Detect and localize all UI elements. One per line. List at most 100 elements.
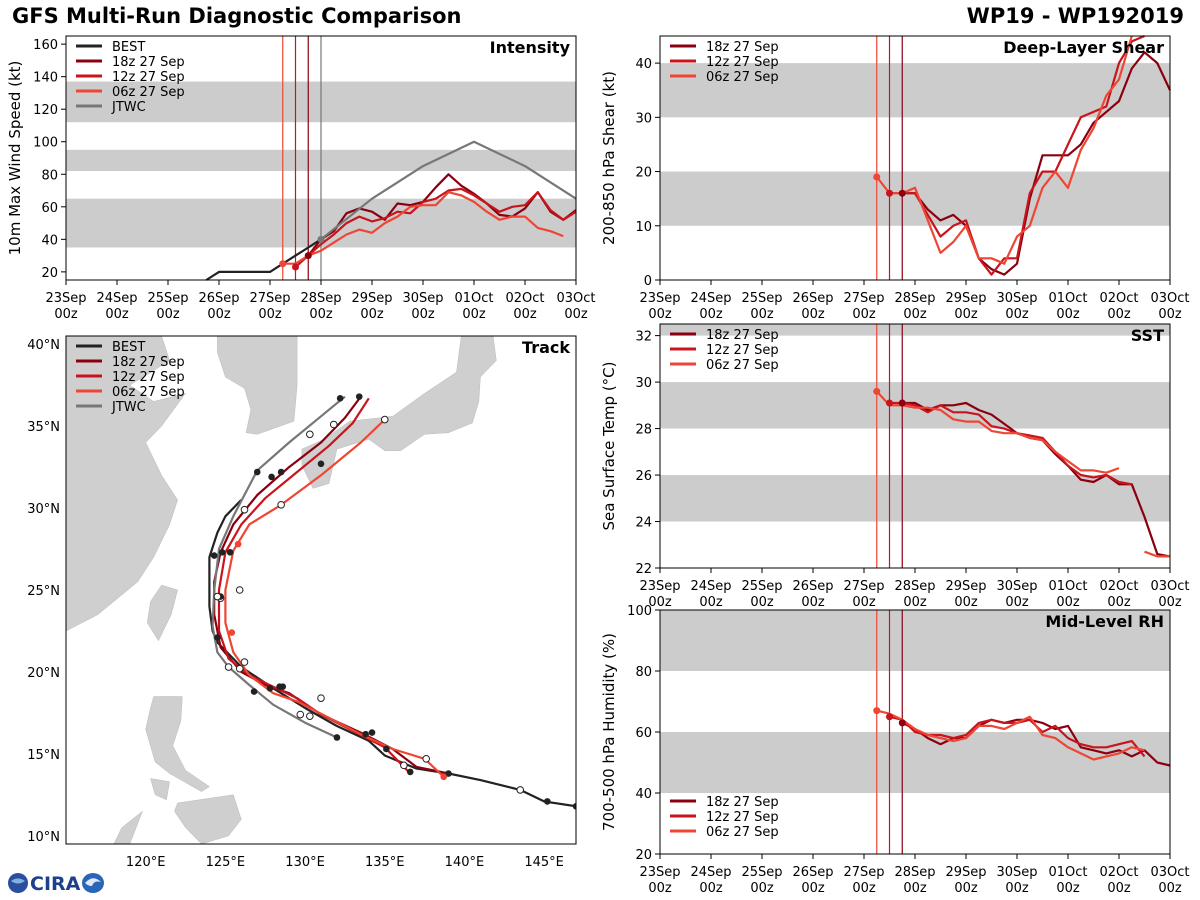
track-point-filled-best — [210, 552, 218, 559]
x-tick-label-hour: 00z — [699, 595, 723, 610]
lon-tick-label: 125°E — [206, 855, 246, 870]
legend-label-r12: 12z 27 Sep — [112, 370, 185, 385]
x-tick-label-date: 01Oct — [1048, 291, 1087, 306]
track-point-filled-r18 — [218, 549, 226, 556]
y-tick-label: 40 — [635, 57, 652, 72]
y-tick-label: 100 — [33, 136, 58, 151]
x-tick-label-hour: 00z — [360, 307, 384, 322]
y-tick-label: 120 — [33, 103, 58, 118]
y-tick-label: 26 — [635, 469, 652, 484]
legend-label-r12: 12z 27 Sep — [706, 55, 779, 70]
x-tick-label-hour: 00z — [1056, 595, 1080, 610]
track-line-r06 — [224, 418, 445, 778]
x-tick-label-date: 30Sep — [996, 579, 1037, 594]
x-tick-label-hour: 00z — [1056, 307, 1080, 322]
x-tick-label-date: 27Sep — [843, 291, 884, 306]
x-tick-label-hour: 00z — [1107, 881, 1131, 896]
track-point-filled-r18 — [268, 473, 275, 481]
x-tick-label-date: 28Sep — [300, 291, 341, 306]
x-tick-label-date: 24Sep — [690, 291, 731, 306]
x-tick-label-hour: 00z — [903, 595, 927, 610]
shade-band — [660, 475, 1170, 522]
track-point-open-r06 — [277, 500, 285, 509]
x-tick-label-hour: 00z — [105, 307, 129, 322]
track-point-filled-r06 — [234, 540, 242, 548]
x-tick-label-hour: 00z — [411, 307, 435, 322]
track-point-filled-r12 — [317, 460, 325, 468]
track-point-open-jtwc — [306, 430, 314, 439]
lat-tick-label: 20°N — [27, 666, 60, 681]
x-tick-label-hour: 00z — [1005, 881, 1029, 896]
series-line-r18 — [901, 718, 1171, 767]
x-tick-label-hour: 00z — [852, 881, 876, 896]
track-point-open-r06 — [240, 658, 249, 666]
taiwan-land — [147, 584, 178, 642]
x-tick-label-date: 02Oct — [505, 291, 544, 306]
series-line-r06 — [282, 191, 564, 265]
track-point-filled-best — [445, 770, 452, 777]
track-point-filled-jtwc — [253, 468, 261, 476]
x-tick-label-hour: 00z — [954, 881, 978, 896]
hokkaido-land — [463, 336, 497, 337]
y-tick-label: 20 — [635, 166, 652, 181]
logo-text: CIRA — [30, 873, 81, 895]
legend-label-r18: 18z 27 Sep — [706, 795, 779, 810]
x-tick-label-hour: 00z — [1158, 881, 1182, 896]
y-tick-label: 28 — [635, 423, 652, 438]
globe-swirl-icon — [11, 878, 25, 884]
lon-tick-label: 130°E — [285, 855, 325, 870]
x-tick-label-hour: 00z — [207, 307, 231, 322]
x-tick-label-hour: 00z — [1158, 307, 1182, 322]
x-tick-label-date: 27Sep — [249, 291, 290, 306]
legend-label-jtwc: JTWC — [111, 100, 146, 115]
y-tick-label: 20 — [635, 848, 652, 863]
map-frame — [65, 335, 577, 845]
x-tick-label-date: 29Sep — [945, 291, 986, 306]
x-tick-label-date: 30Sep — [996, 291, 1037, 306]
x-tick-label-date: 24Sep — [96, 291, 137, 306]
y-tick-label: 22 — [635, 562, 652, 577]
cira-logo: CIRA — [8, 873, 104, 895]
x-tick-label-date: 28Sep — [894, 865, 935, 880]
lat-tick-label: 30°N — [27, 502, 60, 517]
x-tick-label-date: 27Sep — [843, 865, 884, 880]
init-marker-r06 — [279, 260, 287, 268]
chart-track: 120°E 125°E 130°E 135°E 140°E 145°E 10°N 15°N 20… — [27, 335, 577, 870]
track-line-jtwc — [211, 395, 346, 739]
y-tick-label: 140 — [33, 71, 58, 86]
x-tick-label-hour: 00z — [1107, 595, 1131, 610]
x-tick-label-date: 23Sep — [45, 291, 86, 306]
init-marker-jtwc — [317, 235, 325, 243]
luzon-land — [145, 696, 210, 792]
series-line-best — [205, 238, 322, 281]
x-tick-label-date: 03Oct — [556, 291, 595, 306]
x-tick-label-hour: 00z — [903, 881, 927, 896]
y-tick-label: 40 — [635, 787, 652, 802]
shade-band — [660, 610, 1170, 671]
japan-land — [301, 336, 497, 489]
track-point-filled-r06 — [228, 629, 236, 636]
x-tick-label-date: 23Sep — [639, 579, 680, 594]
x-tick-label-date: 28Sep — [894, 291, 935, 306]
x-tick-label-hour: 00z — [54, 307, 78, 322]
lon-tick-label: 135°E — [365, 855, 405, 870]
panel-title: Intensity — [490, 38, 571, 57]
x-tick-label-date: 02Oct — [1099, 865, 1138, 880]
y-axis-label: Sea Surface Temp (°C) — [600, 361, 618, 530]
x-tick-label-hour: 00z — [1107, 307, 1131, 322]
x-tick-label-hour: 00z — [903, 307, 927, 322]
lon-tick-label: 145°E — [524, 855, 564, 870]
series-line-r06 — [875, 35, 1133, 265]
x-tick-label-hour: 00z — [801, 881, 825, 896]
x-tick-label-hour: 00z — [954, 307, 978, 322]
lon-tick-label: 120°E — [126, 855, 166, 870]
x-tick-label-hour: 00z — [699, 881, 723, 896]
mindoro-land — [150, 778, 170, 801]
figure-title: GFS Multi-Run Diagnostic Comparison — [12, 4, 462, 28]
x-tick-label-date: 29Sep — [351, 291, 392, 306]
chart-intensity: 2040608010012014016023Sep00z24Sep00z25Se… — [6, 35, 596, 322]
legend-label-r06: 06z 27 Sep — [112, 85, 185, 100]
x-tick-label-date: 25Sep — [741, 865, 782, 880]
legend-label-best: BEST — [112, 40, 145, 55]
